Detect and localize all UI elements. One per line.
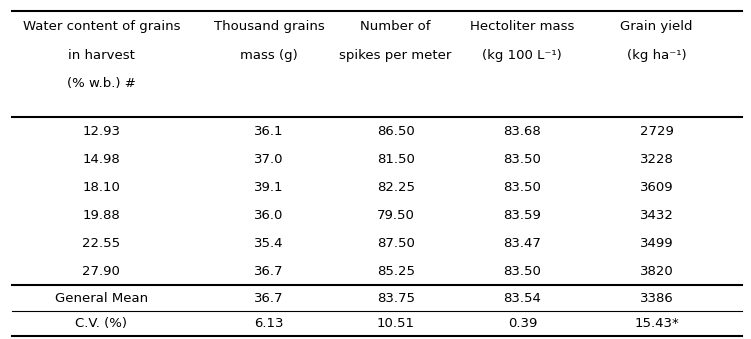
Text: 35.4: 35.4: [255, 237, 284, 250]
Text: 3432: 3432: [640, 209, 674, 222]
Text: 15.43*: 15.43*: [634, 317, 679, 330]
Text: 3499: 3499: [640, 237, 674, 250]
Text: 22.55: 22.55: [83, 237, 120, 250]
Text: 10.51: 10.51: [377, 317, 415, 330]
Text: 83.47: 83.47: [503, 237, 541, 250]
Text: mass (g): mass (g): [240, 49, 298, 62]
Text: 83.68: 83.68: [503, 125, 541, 138]
Text: Hectoliter mass: Hectoliter mass: [470, 20, 575, 33]
Text: 3228: 3228: [640, 153, 674, 166]
Text: (% w.b.) #: (% w.b.) #: [67, 77, 136, 90]
Text: 79.50: 79.50: [377, 209, 415, 222]
Text: Water content of grains: Water content of grains: [23, 20, 180, 33]
Text: 85.25: 85.25: [377, 265, 415, 278]
Text: 14.98: 14.98: [83, 153, 120, 166]
Text: Number of: Number of: [360, 20, 431, 33]
Text: 36.7: 36.7: [255, 292, 284, 305]
Text: 83.50: 83.50: [503, 181, 541, 194]
Text: Grain yield: Grain yield: [620, 20, 692, 33]
Text: 18.10: 18.10: [83, 181, 120, 194]
Text: 19.88: 19.88: [83, 209, 120, 222]
Text: 83.50: 83.50: [503, 265, 541, 278]
Text: 3609: 3609: [640, 181, 674, 194]
Text: 27.90: 27.90: [83, 265, 120, 278]
Text: 83.59: 83.59: [503, 209, 541, 222]
Text: 36.7: 36.7: [255, 265, 284, 278]
Text: 6.13: 6.13: [255, 317, 284, 330]
Text: (kg 100 L⁻¹): (kg 100 L⁻¹): [482, 49, 562, 62]
Text: 39.1: 39.1: [255, 181, 284, 194]
Text: 82.25: 82.25: [377, 181, 415, 194]
Text: 81.50: 81.50: [377, 153, 415, 166]
Text: 83.50: 83.50: [503, 153, 541, 166]
Text: 3820: 3820: [640, 265, 674, 278]
Text: spikes per meter: spikes per meter: [339, 49, 452, 62]
Text: 83.75: 83.75: [377, 292, 415, 305]
Text: in harvest: in harvest: [68, 49, 134, 62]
Text: 37.0: 37.0: [255, 153, 284, 166]
Text: C.V. (%): C.V. (%): [75, 317, 128, 330]
Text: 12.93: 12.93: [83, 125, 120, 138]
Text: General Mean: General Mean: [55, 292, 148, 305]
Text: (kg ha⁻¹): (kg ha⁻¹): [626, 49, 686, 62]
Text: 36.1: 36.1: [255, 125, 284, 138]
Text: 86.50: 86.50: [377, 125, 415, 138]
Text: 36.0: 36.0: [255, 209, 284, 222]
Text: 0.39: 0.39: [508, 317, 537, 330]
Text: 3386: 3386: [640, 292, 674, 305]
Text: 2729: 2729: [640, 125, 674, 138]
Text: 83.54: 83.54: [503, 292, 541, 305]
Text: Thousand grains: Thousand grains: [213, 20, 324, 33]
Text: 87.50: 87.50: [377, 237, 415, 250]
